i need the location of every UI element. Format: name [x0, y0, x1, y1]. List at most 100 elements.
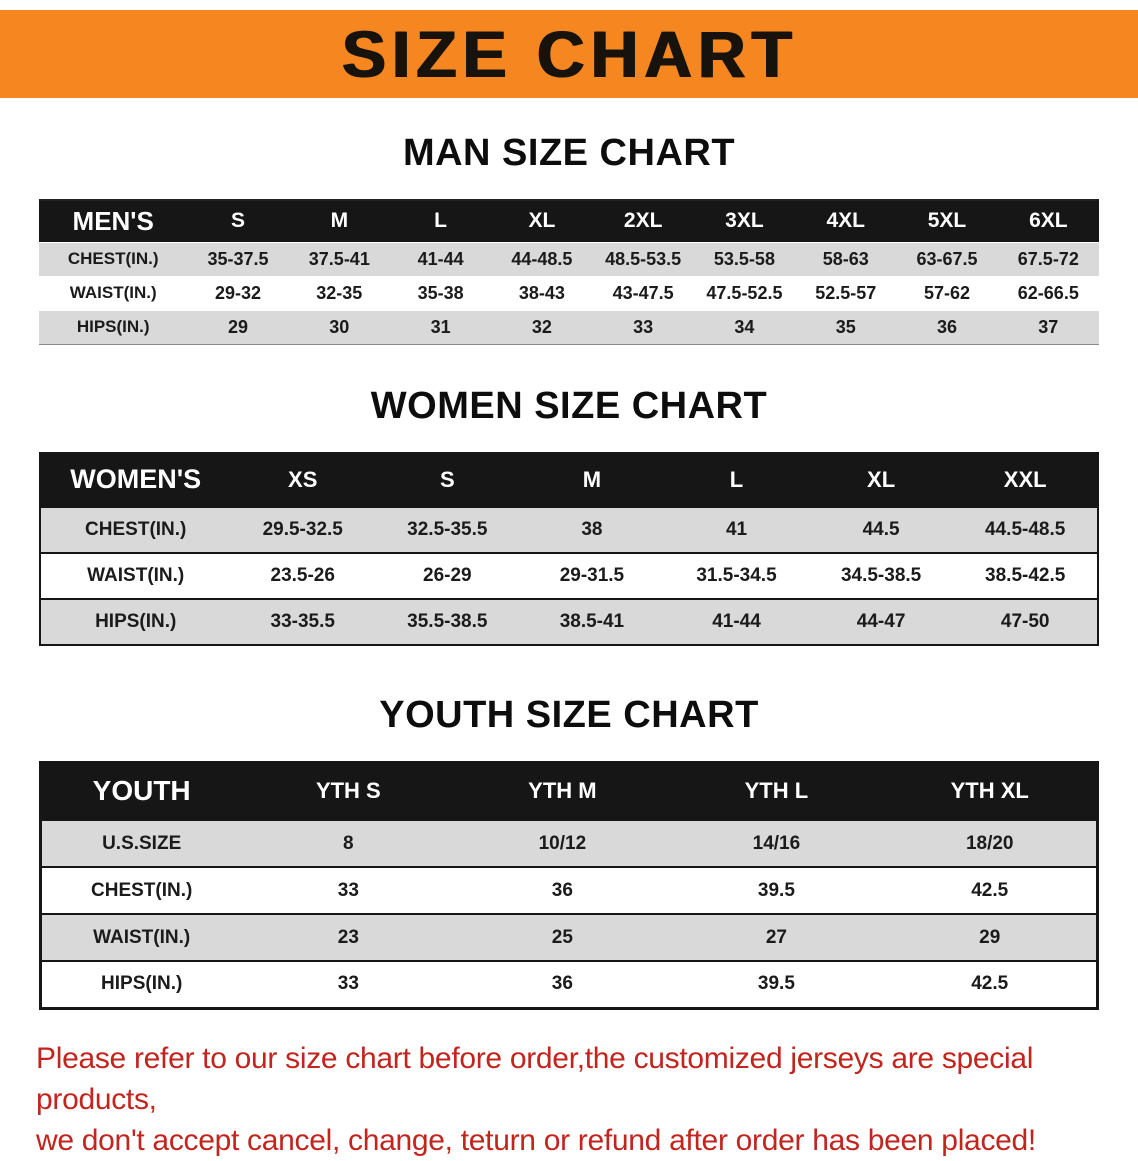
value-cell: 62-66.5 — [997, 275, 1099, 310]
value-cell: 44.5-48.5 — [953, 505, 1098, 553]
value-cell: 53.5-58 — [693, 241, 796, 276]
value-cell: 18/20 — [883, 819, 1098, 867]
disclaimer-line-1: Please refer to our size chart before or… — [36, 1041, 1034, 1116]
value-cell: 27 — [669, 913, 884, 961]
value-cell: 33 — [592, 309, 694, 344]
value-cell: 36 — [455, 960, 670, 1008]
value-cell: 26-29 — [375, 551, 520, 599]
value-cell: 48.5-53.5 — [592, 241, 694, 276]
value-cell: 8 — [241, 819, 456, 867]
value-cell: 30 — [288, 309, 390, 344]
table-title-cell: MEN'S — [39, 200, 188, 242]
value-cell: 41 — [664, 505, 809, 553]
value-cell: 29 — [883, 913, 1098, 961]
value-cell: 33 — [241, 866, 456, 914]
table-row: U.S.SIZE 8 10/12 14/16 18/20 — [40, 819, 1098, 867]
value-cell: 31 — [389, 309, 492, 344]
size-header-cell: 5XL — [896, 200, 998, 242]
value-cell: 42.5 — [883, 866, 1098, 914]
size-header-cell: 4XL — [795, 200, 897, 242]
value-cell: 23 — [241, 913, 456, 961]
value-cell: 38.5-41 — [519, 597, 665, 645]
value-cell: 36 — [455, 866, 670, 914]
value-cell: 44-48.5 — [491, 241, 593, 276]
table-header-row: YOUTH YTH S YTH M YTH L YTH XL — [40, 762, 1098, 820]
value-cell: 37 — [997, 309, 1099, 344]
size-header-cell: L — [389, 200, 492, 242]
measure-label-cell: U.S.SIZE — [40, 819, 242, 867]
value-cell: 35 — [795, 309, 897, 344]
men-chart-heading: MAN SIZE CHART — [402, 132, 736, 174]
women-chart-heading: WOMEN SIZE CHART — [370, 384, 768, 427]
size-header-cell: M — [519, 452, 665, 507]
men-size-section: MAN SIZE CHART MEN'S S M L XL 2XL 3XL 4XL 5XL 6XL… — [0, 98, 1138, 345]
measure-label-cell: HIPS(IN.) — [40, 597, 231, 645]
size-header-cell: YTH L — [669, 762, 884, 820]
value-cell: 36 — [896, 309, 998, 344]
size-header-cell: S — [187, 200, 289, 242]
table-header-row: MEN'S S M L XL 2XL 3XL 4XL 5XL 6XL — [39, 200, 1099, 242]
value-cell: 25 — [455, 913, 670, 961]
value-cell: 29 — [187, 309, 289, 344]
table-row: HIPS(IN.) 33-35.5 35.5-38.5 38.5-41 41-44 44-… — [40, 597, 1098, 645]
value-cell: 29-32 — [187, 275, 289, 310]
value-cell: 37.5-41 — [288, 241, 390, 276]
value-cell: 44-47 — [808, 597, 954, 645]
value-cell: 35-38 — [389, 275, 492, 310]
men-size-table: MEN'S S M L XL 2XL 3XL 4XL 5XL 6XL CHEST(IN.) 35-37… — [39, 199, 1099, 345]
size-header-cell: XL — [808, 452, 954, 507]
size-header-cell: XS — [230, 452, 376, 507]
size-chart-page: SIZE CHART MAN SIZE CHART MEN'S S M L XL 2XL 3… — [0, 10, 1138, 1161]
disclaimer: Please refer to our size chart before or… — [36, 1038, 1098, 1161]
table-row: HIPS(IN.) 33 36 39.5 42.5 — [40, 960, 1098, 1008]
value-cell: 42.5 — [883, 960, 1098, 1008]
measure-label-cell: CHEST(IN.) — [40, 866, 242, 914]
value-cell: 39.5 — [669, 960, 884, 1008]
size-header-cell: YTH S — [241, 762, 456, 820]
value-cell: 39.5 — [669, 866, 884, 914]
size-header-cell: L — [664, 452, 809, 507]
table-row: WAIST(IN.) 23.5-26 26-29 29-31.5 31.5-34.5 34… — [40, 551, 1098, 599]
value-cell: 38 — [519, 505, 665, 553]
value-cell: 52.5-57 — [795, 275, 897, 310]
value-cell: 31.5-34.5 — [664, 551, 809, 599]
value-cell: 14/16 — [669, 819, 884, 867]
value-cell: 32.5-35.5 — [375, 505, 520, 553]
value-cell: 38-43 — [491, 275, 593, 310]
size-header-cell: 6XL — [997, 200, 1099, 242]
women-size-table: WOMEN'S XS S M L XL XXL CHEST(IN.) 29.5-32.5 32.5… — [39, 451, 1099, 646]
size-header-cell: YTH XL — [883, 762, 1098, 820]
value-cell: 67.5-72 — [997, 241, 1099, 276]
value-cell: 35-37.5 — [187, 241, 289, 276]
value-cell: 43-47.5 — [592, 275, 694, 310]
value-cell: 47.5-52.5 — [693, 275, 796, 310]
table-row: CHEST(IN.) 33 36 39.5 42.5 — [40, 866, 1098, 914]
table-row: CHEST(IN.) 29.5-32.5 32.5-35.5 38 41 44.5 44.5… — [40, 505, 1098, 553]
value-cell: 44.5 — [808, 505, 954, 553]
value-cell: 32-35 — [288, 275, 390, 310]
value-cell: 47-50 — [953, 597, 1098, 645]
value-cell: 10/12 — [455, 819, 670, 867]
value-cell: 58-63 — [795, 241, 897, 276]
table-title-cell: WOMEN'S — [40, 452, 231, 507]
value-cell: 29-31.5 — [519, 551, 665, 599]
page-title: SIZE CHART — [341, 17, 797, 91]
table-row: CHEST(IN.) 35-37.5 37.5-41 41-44 44-48.5 48.5… — [39, 241, 1099, 276]
measure-label-cell: WAIST(IN.) — [39, 275, 188, 310]
youth-size-section: YOUTH SIZE CHART YOUTH YTH S YTH M YTH L YTH… — [0, 646, 1138, 1010]
women-size-section: WOMEN SIZE CHART WOMEN'S XS S M L XL XXL CHEST(… — [0, 345, 1138, 646]
size-header-cell: M — [288, 200, 390, 242]
measure-label-cell: CHEST(IN.) — [40, 505, 231, 553]
value-cell: 38.5-42.5 — [953, 551, 1098, 599]
disclaimer-line-2: we don't accept cancel, change, teturn o… — [36, 1123, 1036, 1157]
value-cell: 63-67.5 — [896, 241, 998, 276]
size-header-cell: XL — [491, 200, 593, 242]
table-header-row: WOMEN'S XS S M L XL XXL — [40, 452, 1098, 507]
youth-chart-heading: YOUTH SIZE CHART — [379, 693, 759, 736]
banner: SIZE CHART — [0, 10, 1138, 98]
value-cell: 32 — [491, 309, 593, 344]
table-title-cell: YOUTH — [40, 762, 242, 820]
table-row: WAIST(IN.) 23 25 27 29 — [40, 913, 1098, 961]
table-row: HIPS(IN.) 29 30 31 32 33 34 35 36 37 — [39, 309, 1099, 344]
value-cell: 29.5-32.5 — [230, 505, 376, 553]
